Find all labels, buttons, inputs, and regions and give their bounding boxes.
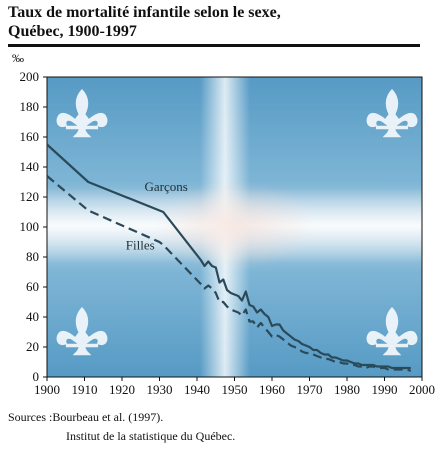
y-tick-label: 140 [20, 159, 40, 174]
y-tick-label: 0 [33, 369, 40, 384]
sources-line2: Institut de la statistique du Québec. [66, 429, 236, 443]
x-tick-label: 1970 [297, 382, 323, 397]
y-tick-label: 160 [20, 129, 40, 144]
sources-note: Sources :Bourbeau et al. (1997). Institu… [8, 408, 235, 446]
x-tick-label: 1980 [334, 382, 360, 397]
series-line-garcons [46, 143, 411, 370]
x-tick-label: 1940 [184, 382, 210, 397]
y-tick-label: 100 [20, 219, 40, 234]
series-line-filles [46, 175, 412, 373]
x-tick-label: 1920 [109, 382, 135, 397]
y-tick-label: 20 [26, 339, 39, 354]
x-tick-label: 2000 [409, 382, 435, 397]
flag-background [47, 77, 422, 377]
series-label: Garçons [145, 179, 188, 194]
x-tick-label: 1910 [72, 382, 98, 397]
chart-title: Taux de mortalité infantile selon le sex… [8, 3, 281, 41]
y-tick-label: 120 [20, 189, 40, 204]
y-tick-label: 180 [20, 99, 40, 114]
y-tick-label: 80 [26, 249, 39, 264]
x-tick-label: 1960 [259, 382, 285, 397]
y-axis-unit: ‰ [12, 51, 24, 65]
x-tick-label: 1950 [222, 382, 248, 397]
title-rule [8, 44, 420, 47]
x-tick-label: 1900 [34, 382, 60, 397]
y-tick-label: 60 [26, 279, 39, 294]
x-tick-label: 1990 [372, 382, 398, 397]
sources-line1: Sources :Bourbeau et al. (1997). [8, 410, 164, 424]
chart-title-line1: Taux de mortalité infantile selon le sex… [8, 4, 281, 21]
series-label: Filles [126, 238, 155, 253]
y-tick-label: 200 [20, 69, 40, 84]
chart-title-line2: Québec, 1900-1997 [8, 23, 137, 40]
axes: 0 20 40 60 80 100 120 140 160 180 200 1900 1910 1920 1… [20, 69, 436, 397]
series-layer: Garçons Filles [46, 143, 412, 373]
x-tick-label: 1930 [147, 382, 173, 397]
y-tick-label: 40 [26, 309, 39, 324]
